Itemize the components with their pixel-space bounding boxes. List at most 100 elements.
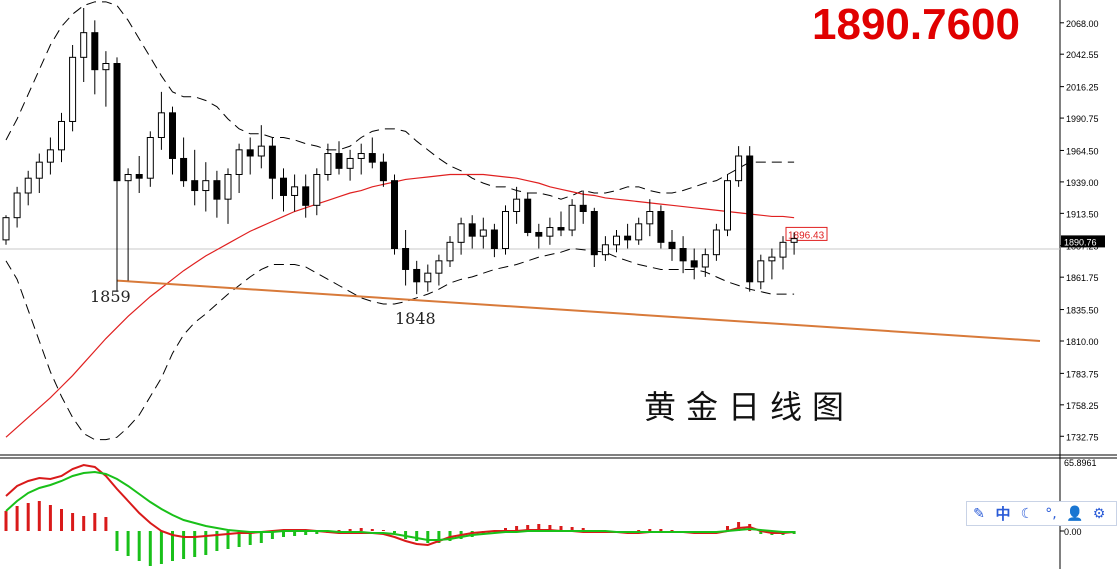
candle-body [590, 211, 598, 256]
y-tick-label: 1810.00 [1066, 337, 1099, 347]
ma-line [5, 173, 795, 438]
macd-tick-label: 65.8961 [1064, 458, 1097, 468]
candle-body [69, 56, 77, 122]
ime-toolbar[interactable]: ✎ 中 ☾ °, 👤 ⚙ [966, 501, 1117, 526]
candle-body [235, 149, 243, 175]
y-tick-label: 1990.75 [1066, 114, 1099, 124]
price-axis: 2068.00 2042.55 2016.25 1990.75 1964.50 1939.… [1060, 19, 1105, 442]
punctuation-icon[interactable]: °, [1045, 505, 1057, 522]
macd-tick-label: 0.00 [1064, 527, 1082, 537]
candle-body [746, 155, 754, 283]
candle-body [224, 174, 232, 200]
y-tick-label: 2016.25 [1066, 83, 1099, 93]
candle-body [757, 260, 765, 283]
candle-body [779, 241, 787, 258]
y-tick-label: 1861.75 [1066, 273, 1099, 283]
candle-body [446, 241, 454, 262]
candle-body [712, 229, 720, 256]
candle-body [368, 153, 376, 163]
bollinger-bands [5, 1, 795, 441]
candle-body [479, 229, 487, 237]
candle-body [646, 211, 654, 225]
y-tick-label: 1939.00 [1066, 178, 1099, 188]
y-tick-label: 1732.75 [1066, 432, 1099, 442]
chart-caption: 黄金日线图 [644, 388, 855, 426]
candle-body [280, 177, 287, 196]
current-price-headline: 1890.7600 [812, 0, 1020, 49]
support-trend-line [116, 279, 1041, 342]
candle-body [568, 204, 576, 231]
y-tick-label: 1964.50 [1066, 146, 1099, 156]
candle-body [557, 227, 565, 231]
candle-body [490, 229, 498, 249]
user-icon[interactable]: 👤 [1066, 505, 1084, 522]
candle-body [357, 153, 365, 159]
candle-body [157, 112, 165, 139]
candle-body [35, 161, 43, 179]
edit-icon[interactable]: ✎ [973, 505, 985, 522]
candle-body [424, 272, 432, 283]
bollinger-upper [5, 1, 795, 200]
candle-body [169, 112, 176, 159]
candle-body [180, 157, 188, 182]
candle-body [468, 223, 476, 237]
candle-body [635, 223, 643, 241]
candle-body [790, 238, 798, 243]
candle-body [724, 180, 731, 231]
y-tick-label: 2068.00 [1066, 19, 1099, 29]
candle-body [391, 180, 398, 250]
candle-body [690, 260, 698, 268]
candle-body [701, 254, 709, 268]
candle-body [435, 260, 443, 274]
lang-zh-button[interactable]: 中 [995, 505, 1011, 523]
y-tick-label: 1758.25 [1066, 401, 1099, 411]
moon-icon[interactable]: ☾ [1020, 505, 1034, 522]
candle-body [80, 32, 88, 58]
y-tick-label: 2042.55 [1066, 50, 1099, 60]
signal-line [5, 470, 795, 541]
candle-body [624, 235, 632, 241]
candle-body [457, 223, 465, 243]
low-label-1859: 1859 [90, 287, 131, 306]
candle-body [535, 231, 543, 237]
candle-body [91, 32, 99, 71]
candle-body [502, 211, 509, 249]
candle-body [379, 161, 387, 182]
settings-gear-icon[interactable]: ⚙ [1092, 505, 1106, 522]
y-tick-label: 1835.50 [1066, 306, 1099, 316]
candle-body [213, 180, 221, 200]
y-tick-label: 1783.75 [1066, 369, 1099, 379]
candle-body [113, 63, 121, 182]
candle-body [202, 180, 210, 192]
candle-body [13, 192, 21, 219]
candle-body [346, 157, 354, 169]
candle-body [601, 244, 609, 256]
candle-body [613, 235, 620, 246]
low-label-1848: 1848 [395, 309, 436, 328]
current-price-tag [1061, 235, 1105, 248]
candle-body [2, 217, 10, 241]
ma-value-label: 1896.43 [788, 230, 825, 241]
candle-body [135, 174, 143, 179]
candle-body [268, 145, 276, 179]
candle-body [768, 256, 776, 262]
candle-body [24, 177, 32, 194]
candlestick-series [2, 8, 798, 295]
candle-body [191, 180, 199, 192]
candle-body [546, 227, 554, 237]
candle-body [246, 149, 254, 157]
candle-body [413, 268, 421, 283]
candle-body [302, 186, 310, 206]
candle-body [335, 153, 343, 169]
trend-line [116, 279, 1041, 342]
macd-panel: 65.8961 0.00 [4, 458, 1097, 566]
moving-average-line: 1896.43 [5, 173, 828, 438]
candle-body [102, 63, 110, 71]
candle-body [657, 211, 665, 243]
candle-body [46, 149, 54, 163]
candle-body [524, 198, 532, 233]
candle-body [58, 120, 65, 151]
candle-body [735, 155, 743, 182]
